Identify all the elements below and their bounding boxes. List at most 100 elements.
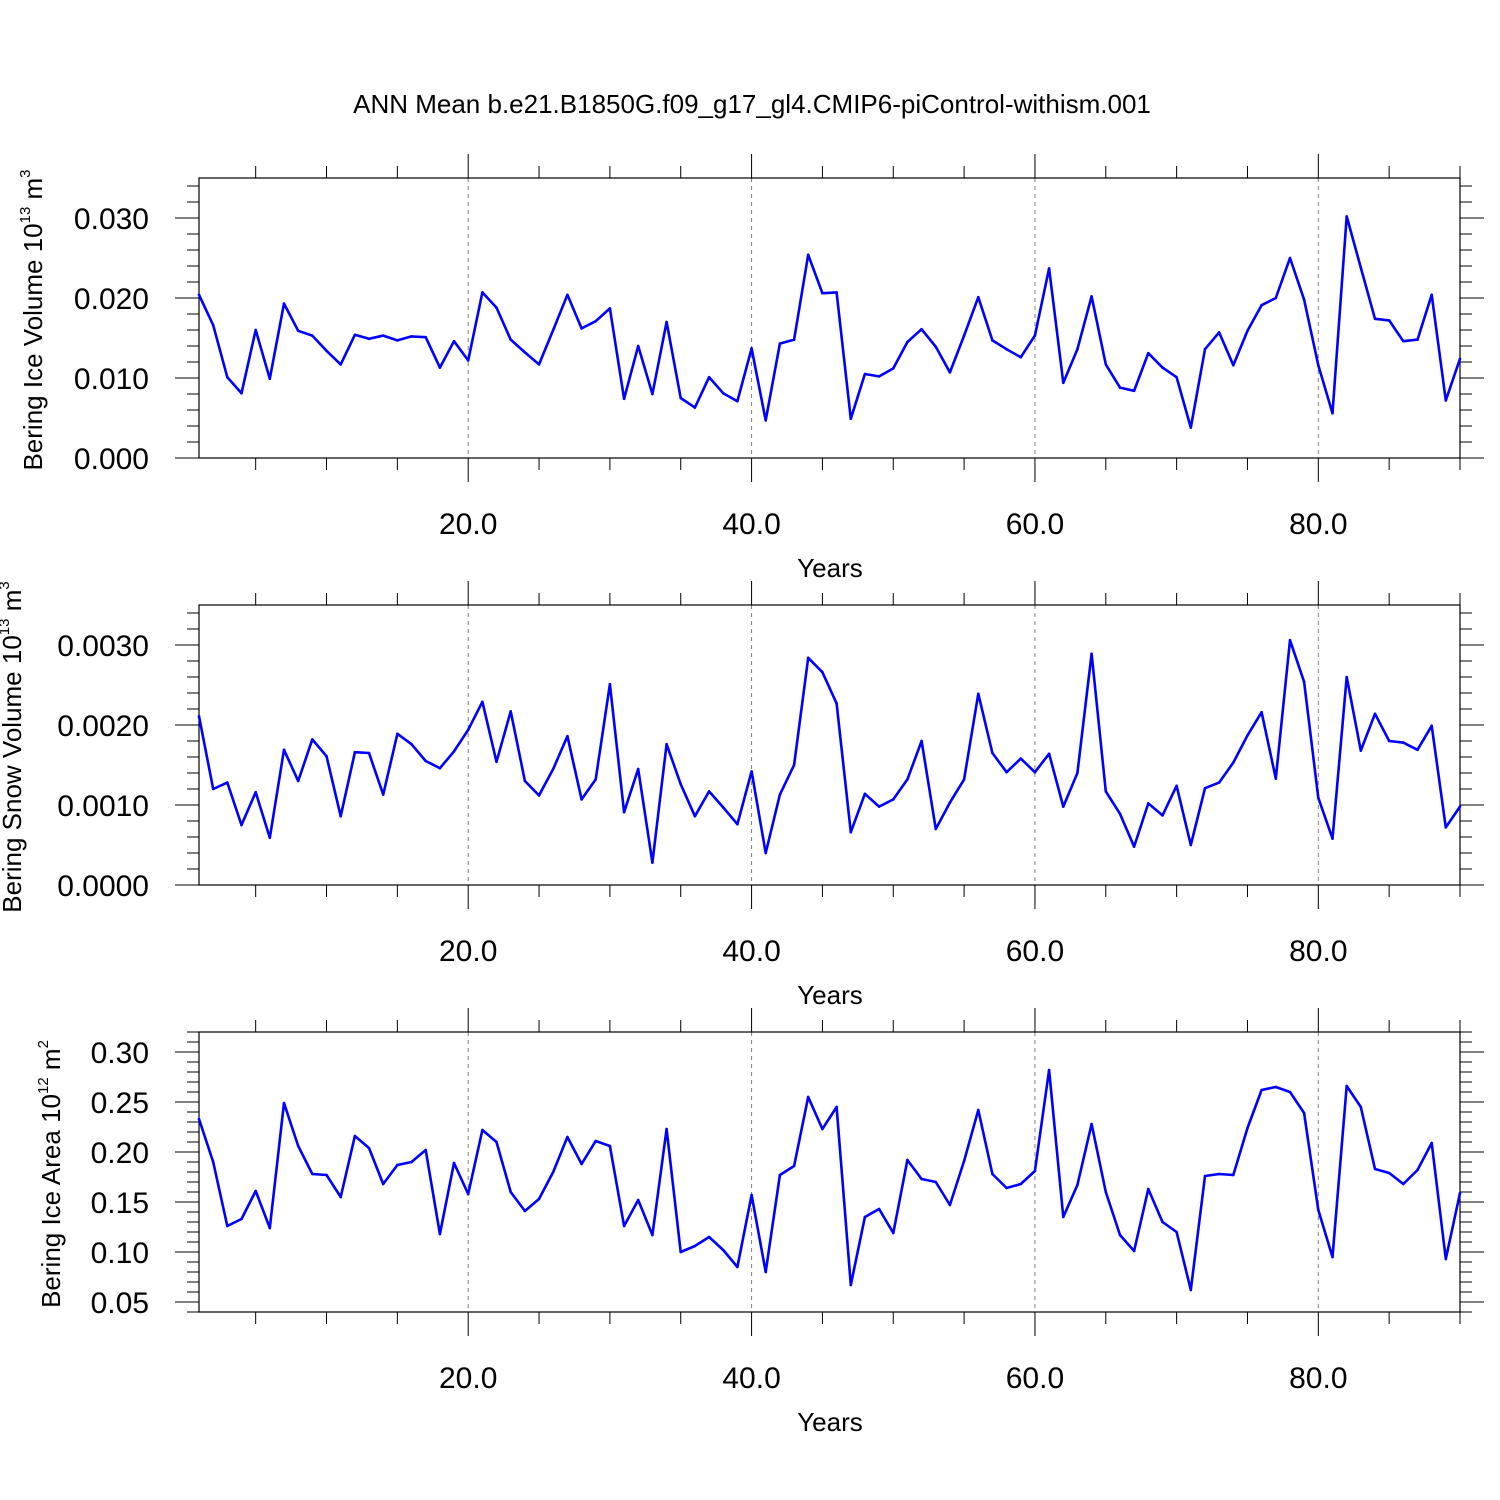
data-point (1118, 1233, 1122, 1237)
data-point (240, 823, 243, 827)
data-point (1260, 303, 1263, 307)
data-point (736, 399, 739, 403)
x-tick-label: 20.0 (439, 1362, 497, 1395)
data-point (877, 375, 881, 378)
data-point (977, 692, 980, 696)
data-point (325, 349, 328, 353)
data-point (1359, 749, 1363, 752)
data-point (636, 767, 640, 771)
data-point (1005, 347, 1008, 351)
data-point (1217, 1172, 1221, 1176)
data-point (962, 334, 966, 337)
data-point (1161, 366, 1164, 369)
data-point (1345, 675, 1348, 679)
data-point (1175, 784, 1178, 788)
data-point (1132, 1249, 1136, 1253)
data-point (466, 359, 470, 362)
data-point (452, 750, 456, 753)
data-point (438, 766, 442, 770)
data-point (1274, 777, 1278, 780)
data-point (410, 1160, 413, 1164)
data-point (1217, 331, 1221, 334)
data-point (495, 306, 498, 309)
data-point (226, 375, 229, 379)
data-point (636, 1198, 640, 1202)
data-point (1331, 411, 1334, 415)
data-point (977, 295, 980, 299)
data-point (1118, 386, 1122, 389)
data-point (934, 345, 938, 349)
data-point (580, 798, 583, 801)
data-point (665, 320, 668, 324)
data-point (1147, 802, 1150, 805)
data-point (1033, 1169, 1037, 1173)
data-point (1047, 1068, 1051, 1072)
data-point (1246, 329, 1249, 333)
data-point (438, 1232, 442, 1236)
data-point (934, 1180, 938, 1184)
data-point (424, 759, 428, 763)
data-point (410, 335, 413, 338)
y-tick-label: 0.0030 (57, 630, 149, 663)
data-point (339, 363, 343, 366)
data-point (1232, 1173, 1235, 1177)
data-point (892, 798, 895, 801)
data-point (594, 1139, 597, 1143)
plot-frame (198, 177, 1461, 459)
data-point (594, 778, 597, 781)
plot-frame (198, 1031, 1461, 1313)
data-point (1047, 752, 1051, 756)
data-point (1402, 339, 1405, 343)
data-point (296, 1144, 300, 1148)
data-point (410, 742, 413, 746)
data-point (1373, 1167, 1377, 1171)
data-point (764, 1270, 767, 1274)
data-point (750, 1193, 753, 1197)
data-point (1444, 826, 1448, 829)
x-tick-label: 60.0 (1006, 1362, 1064, 1395)
data-point (353, 333, 357, 337)
x-tick-label: 40.0 (722, 1362, 780, 1395)
series-line (197, 1068, 1462, 1292)
data-point (353, 1134, 357, 1138)
data-point (622, 810, 626, 814)
x-tick-label: 60.0 (1006, 508, 1064, 541)
data-point (1274, 1085, 1278, 1089)
data-point (1062, 805, 1065, 808)
x-tick-label: 80.0 (1289, 1362, 1347, 1395)
data-point (948, 1203, 952, 1207)
data-point (608, 307, 612, 310)
data-point (311, 738, 314, 741)
data-point (736, 822, 739, 826)
plot-frame (198, 604, 1461, 886)
data-point (481, 291, 484, 294)
x-tick-label: 80.0 (1289, 508, 1347, 541)
data-point (962, 778, 966, 781)
data-point (438, 366, 442, 369)
data-point (1331, 1255, 1334, 1259)
data-point (608, 682, 612, 686)
data-point (1019, 355, 1023, 359)
x-tick-label: 20.0 (439, 508, 497, 541)
data-point (254, 790, 257, 794)
data-point (1090, 1122, 1093, 1126)
panel-1: 20.0 40.0 60.0 80.0 0.000 0.010 0.020 0.030 Year… (17, 154, 1484, 583)
data-point (226, 781, 229, 784)
data-point (1076, 1183, 1079, 1187)
data-point (806, 253, 810, 257)
data-point (1430, 293, 1433, 297)
data-point (665, 1127, 668, 1131)
data-point (311, 334, 314, 337)
data-point (1387, 319, 1391, 322)
y-tick-label: 0.25 (91, 1087, 149, 1120)
data-point (962, 1159, 966, 1163)
figure-title: ANN Mean b.e21.B1850G.f09_g17_gl4.CMIP6-… (353, 89, 1151, 119)
data-point (1430, 724, 1433, 728)
y-tick-label: 0.000 (74, 443, 149, 476)
data-point (580, 1162, 583, 1166)
data-point (1104, 790, 1108, 793)
data-point (1203, 786, 1207, 790)
data-point (1444, 399, 1448, 402)
data-point (1359, 266, 1363, 269)
data-point (1019, 1182, 1023, 1186)
